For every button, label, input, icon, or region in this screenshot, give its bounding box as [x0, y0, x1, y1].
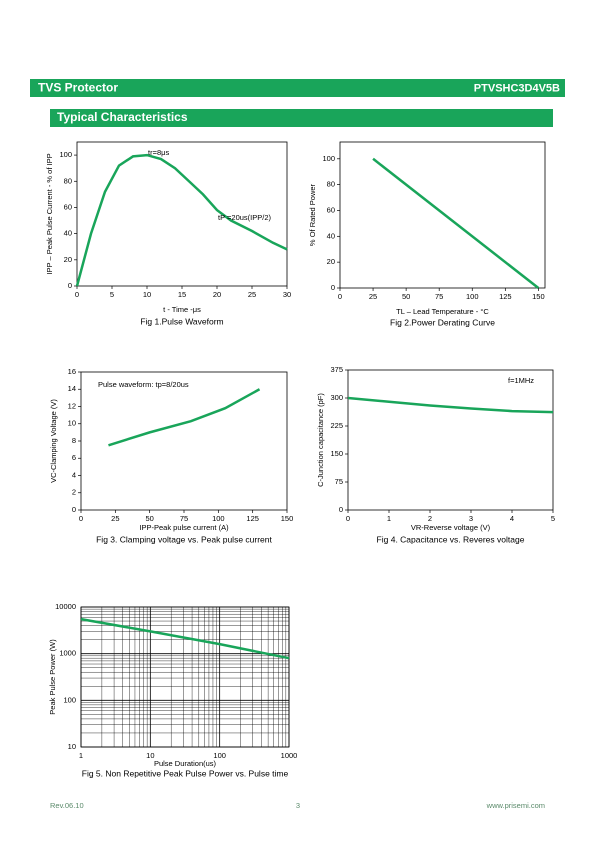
x-axis-label: IPP-Peak pulse current (A) — [139, 523, 229, 532]
y-axis-label: Peak Pulse Power (W) — [48, 639, 57, 715]
y-tick-label: 100 — [59, 150, 72, 159]
y-tick-label: 6 — [72, 453, 76, 462]
x-tick-label: 50 — [402, 292, 410, 301]
y-tick-label: 225 — [330, 421, 343, 430]
y-tick-label: 1000 — [59, 649, 76, 658]
y-tick-label: 375 — [330, 365, 343, 374]
annotation: f=1MHz — [508, 376, 534, 385]
x-tick-label: 2 — [428, 514, 432, 523]
figure-caption: Fig 3. Clamping voltage vs. Peak pulse c… — [96, 534, 272, 544]
y-axis-label: IPP – Peak Pulse Current - % of IPP — [45, 153, 54, 274]
y-tick-label: 20 — [64, 255, 72, 264]
x-tick-label: 125 — [499, 292, 512, 301]
x-tick-label: 0 — [346, 514, 350, 523]
y-tick-label: 8 — [72, 436, 76, 445]
revision: Rev.06.10 — [50, 801, 84, 810]
figure-caption: Fig 4. Capacitance vs. Reveres voltage — [377, 534, 525, 544]
y-tick-label: 80 — [327, 180, 335, 189]
x-axis-label: Pulse Duration(us) — [154, 759, 217, 768]
x-tick-label: 100 — [212, 514, 225, 523]
y-tick-label: 2 — [72, 488, 76, 497]
y-tick-label: 12 — [68, 401, 76, 410]
x-tick-label: 30 — [283, 290, 291, 299]
x-tick-label: 25 — [111, 514, 119, 523]
x-tick-label: 3 — [469, 514, 473, 523]
part-number: PTVSHC3D4V5B — [474, 82, 560, 94]
y-tick-label: 4 — [72, 470, 76, 479]
y-tick-label: 80 — [64, 176, 72, 185]
y-tick-label: 16 — [68, 367, 76, 376]
y-tick-label: 60 — [64, 202, 72, 211]
y-tick-label: 10000 — [55, 602, 76, 611]
y-tick-label: 0 — [68, 281, 72, 290]
y-tick-label: 10 — [68, 742, 76, 751]
x-tick-label: 10 — [146, 751, 154, 760]
x-tick-label: 100 — [466, 292, 479, 301]
x-axis-label: VR-Reverse voltage (V) — [411, 523, 491, 532]
data-line — [372, 157, 540, 289]
x-tick-label: 100 — [213, 751, 226, 760]
data-line — [75, 153, 288, 287]
annotation: Pulse waveform: tp=8/20us — [98, 380, 189, 389]
x-tick-label: 150 — [532, 292, 545, 301]
section-bar — [50, 109, 553, 127]
website: www.prisemi.com — [486, 801, 545, 810]
x-tick-label: 1 — [387, 514, 391, 523]
y-tick-label: 100 — [322, 154, 335, 163]
plot-area — [80, 606, 290, 748]
y-tick-label: 0 — [331, 283, 335, 292]
y-tick-label: 75 — [335, 477, 343, 486]
x-tick-label: 0 — [75, 290, 79, 299]
x-tick-label: 15 — [178, 290, 186, 299]
y-tick-label: 40 — [64, 229, 72, 238]
y-tick-label: 20 — [327, 257, 335, 266]
plot-area — [347, 369, 554, 511]
x-tick-label: 5 — [551, 514, 555, 523]
annotation: tr=8μs — [148, 148, 169, 157]
y-tick-label: 150 — [330, 449, 343, 458]
x-tick-label: 0 — [79, 514, 83, 523]
plot-area — [339, 141, 546, 289]
data-line — [108, 388, 261, 447]
x-tick-label: 75 — [180, 514, 188, 523]
figure-caption: Fig 1.Pulse Waveform — [140, 316, 223, 326]
x-tick-label: 50 — [145, 514, 153, 523]
y-tick-label: 40 — [327, 231, 335, 240]
x-axis-label: TL – Lead Temperature - °C — [396, 307, 489, 316]
x-tick-label: 4 — [510, 514, 514, 523]
x-axis-label: t - Time -μs — [163, 305, 201, 314]
y-axis-label: VC-Clamping Voltage (V) — [49, 399, 58, 483]
section-title: Typical Characteristics — [57, 110, 188, 124]
x-tick-label: 5 — [110, 290, 114, 299]
y-tick-label: 100 — [63, 695, 76, 704]
y-tick-label: 0 — [72, 505, 76, 514]
x-tick-label: 0 — [338, 292, 342, 301]
x-tick-label: 150 — [281, 514, 294, 523]
y-tick-label: 10 — [68, 419, 76, 428]
x-tick-label: 125 — [246, 514, 259, 523]
x-tick-label: 1000 — [281, 751, 298, 760]
figure-caption: Fig 5. Non Repetitive Peak Pulse Power v… — [82, 768, 289, 778]
data-line — [80, 617, 290, 660]
y-tick-label: 300 — [330, 393, 343, 402]
annotation: tP =20us(IPP/2) — [218, 213, 272, 222]
figure-caption: Fig 2.Power Derating Curve — [390, 317, 495, 327]
y-tick-label: 14 — [68, 384, 76, 393]
x-tick-label: 25 — [248, 290, 256, 299]
header-bar — [30, 79, 565, 97]
y-axis-label: % Of Rated Power — [308, 183, 317, 246]
plot-area — [80, 371, 288, 511]
product-type: TVS Protector — [38, 81, 118, 95]
y-tick-label: 60 — [327, 205, 335, 214]
x-tick-label: 25 — [369, 292, 377, 301]
data-line — [347, 396, 554, 414]
x-tick-label: 20 — [213, 290, 221, 299]
y-axis-label: C-Junction capacitance (pF) — [316, 393, 325, 487]
page-number: 3 — [296, 801, 300, 810]
x-tick-label: 10 — [143, 290, 151, 299]
x-tick-label: 75 — [435, 292, 443, 301]
x-tick-label: 1 — [79, 751, 83, 760]
y-tick-label: 0 — [339, 505, 343, 514]
